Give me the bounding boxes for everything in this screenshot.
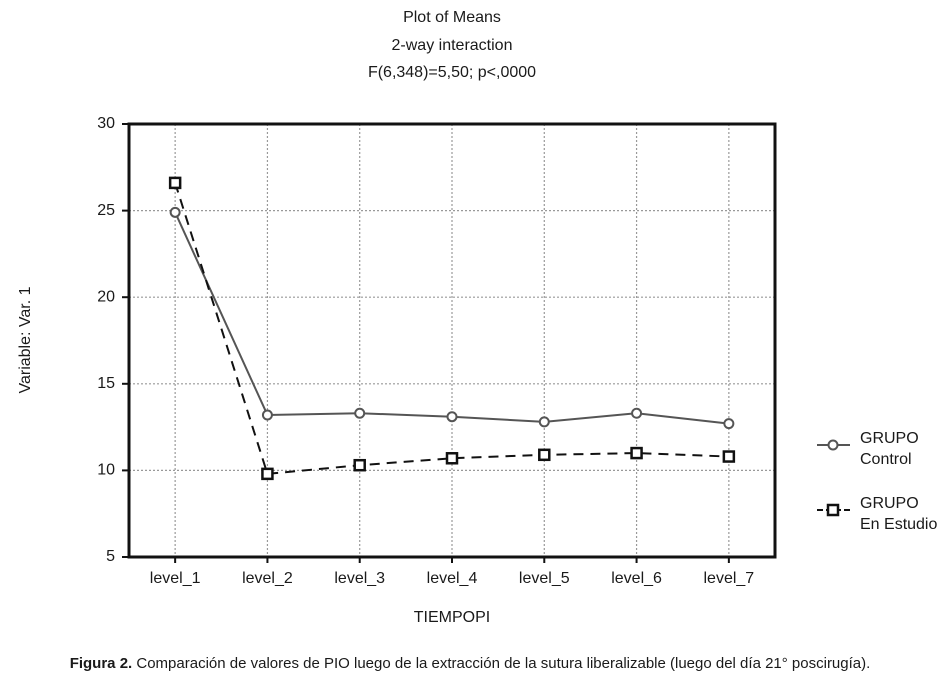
y-tick-label: 5 bbox=[106, 548, 115, 565]
plot-frame bbox=[127, 122, 777, 559]
y-tick-label: 10 bbox=[97, 462, 115, 479]
data-point bbox=[354, 407, 366, 419]
x-axis-label: TIEMPOPI bbox=[414, 609, 490, 626]
chart-title: Plot of Means bbox=[403, 9, 501, 26]
legend-label: GRUPO En Estudio bbox=[860, 495, 937, 533]
data-point bbox=[722, 450, 736, 463]
y-tick-label: 30 bbox=[97, 115, 115, 132]
x-tick-label: level_7 bbox=[704, 570, 755, 587]
legend-marker bbox=[826, 503, 840, 517]
y-axis-label: Variable: Var. 1 bbox=[17, 286, 34, 393]
data-point bbox=[445, 452, 459, 465]
x-tick-label: level_4 bbox=[427, 570, 478, 587]
caption-text: Comparación de valores de PIO luego de l… bbox=[132, 655, 870, 672]
caption-label: Figura 2. bbox=[70, 655, 133, 672]
data-point bbox=[169, 206, 181, 218]
data-point bbox=[168, 176, 182, 190]
x-tick-label: level_1 bbox=[150, 570, 201, 587]
legend-label: GRUPO Control bbox=[860, 430, 919, 468]
data-point bbox=[261, 467, 274, 481]
data-point bbox=[353, 458, 366, 472]
legend-marker bbox=[827, 439, 839, 451]
data-point bbox=[446, 411, 458, 423]
annotation: F(6,348)=5,50; p<,0000 bbox=[368, 64, 536, 81]
data-point bbox=[538, 416, 550, 428]
y-tick-label: 15 bbox=[97, 375, 115, 392]
x-tick-label: level_3 bbox=[334, 570, 385, 587]
data-point bbox=[261, 409, 273, 421]
data-point bbox=[723, 418, 735, 430]
y-tick-label: 25 bbox=[97, 202, 115, 219]
x-tick-label: level_6 bbox=[611, 570, 662, 587]
data-point bbox=[630, 446, 643, 460]
chart-subtitle: 2-way interaction bbox=[392, 37, 513, 54]
x-tick-label: level_5 bbox=[519, 570, 570, 587]
caption: Figura 2. Comparación de valores de PIO … bbox=[70, 655, 871, 672]
x-tick-label: level_2 bbox=[242, 570, 293, 587]
data-point bbox=[631, 407, 643, 419]
data-point bbox=[538, 448, 551, 462]
y-tick-label: 20 bbox=[97, 288, 115, 305]
